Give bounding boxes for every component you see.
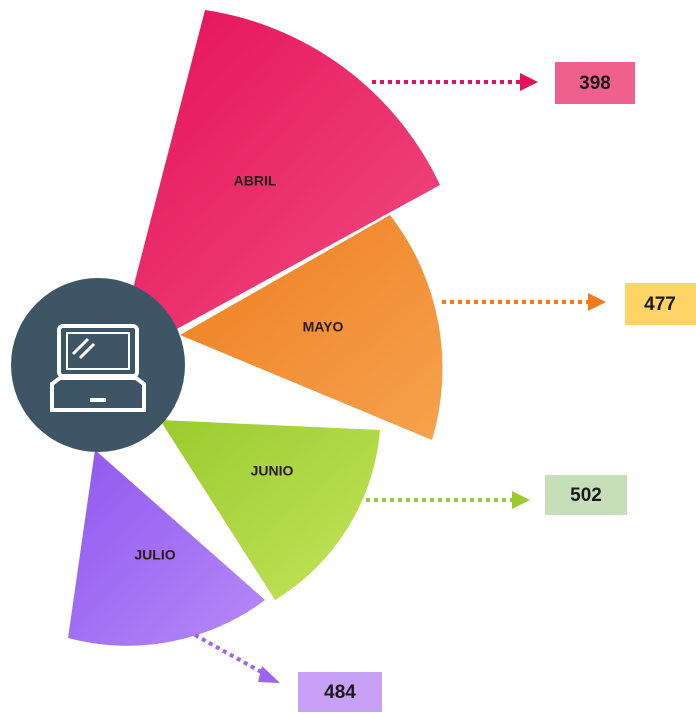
arrow-head	[258, 666, 280, 683]
value: 502	[570, 485, 602, 506]
label: JUNIO	[251, 463, 294, 479]
value-box	[545, 475, 627, 515]
value: 477	[644, 294, 676, 315]
icon-circle	[11, 278, 185, 452]
wedge-julio	[68, 450, 265, 646]
label: JULIO	[134, 547, 175, 563]
arrow	[194, 633, 266, 676]
value: 398	[579, 73, 611, 94]
arrow-head	[588, 293, 606, 311]
value: 484	[324, 682, 356, 703]
laptop-icon	[50, 324, 146, 412]
wedge-abril	[130, 10, 440, 330]
value-box	[298, 672, 382, 712]
label: MAYO	[303, 319, 344, 335]
arrow-head	[512, 491, 530, 509]
label: ABRIL	[234, 173, 277, 189]
value-box	[555, 62, 635, 104]
arrow-head	[520, 73, 538, 91]
wedge-mayo	[180, 215, 443, 440]
value-box	[625, 283, 696, 325]
wedge-junio	[160, 420, 380, 600]
